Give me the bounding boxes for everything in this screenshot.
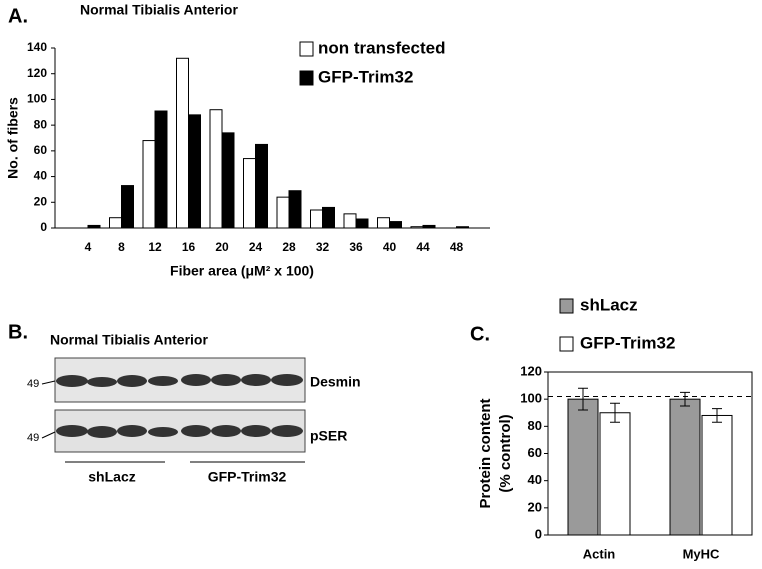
x-tick-label: 32 bbox=[316, 240, 330, 254]
x-tick-label: MyHC bbox=[683, 546, 720, 561]
bar bbox=[389, 221, 402, 229]
bar bbox=[255, 143, 268, 229]
bar bbox=[701, 414, 733, 536]
bar bbox=[456, 226, 469, 229]
y-tick-label: 20 bbox=[34, 194, 48, 208]
error-bar bbox=[680, 391, 690, 407]
legend-label: shLacz bbox=[580, 295, 638, 314]
legend-label: GFP-Trim32 bbox=[318, 67, 413, 86]
panel-label: B. bbox=[8, 321, 28, 343]
x-tick-label: 8 bbox=[118, 240, 125, 254]
y-tick-label: 80 bbox=[528, 418, 542, 433]
y-tick-label: 0 bbox=[40, 220, 47, 234]
y-tick-label: 100 bbox=[520, 391, 542, 406]
blot-row-label: Desmin bbox=[310, 374, 361, 390]
legend-swatch bbox=[559, 298, 574, 314]
x-tick-label: Actin bbox=[583, 546, 616, 561]
x-tick-label: 28 bbox=[282, 240, 296, 254]
legend-swatch bbox=[299, 41, 314, 57]
bar bbox=[669, 398, 701, 536]
chart-title: Normal Tibialis Anterior bbox=[80, 2, 238, 18]
group-label: shLacz bbox=[88, 469, 135, 485]
y-axis-label: Protein content bbox=[477, 398, 494, 508]
bar bbox=[410, 226, 424, 229]
marker-tick bbox=[41, 431, 56, 439]
blot-bands bbox=[56, 374, 303, 438]
bar bbox=[288, 190, 302, 229]
x-tick-label: 40 bbox=[383, 240, 397, 254]
marker-label: 49 bbox=[27, 432, 39, 444]
bar bbox=[377, 217, 390, 229]
blot-row-label: pSER bbox=[310, 428, 347, 444]
blot-title: Normal Tibialis Anterior bbox=[50, 332, 208, 348]
bar bbox=[221, 132, 235, 229]
y-tick-label: 60 bbox=[528, 445, 542, 460]
error-bar bbox=[712, 408, 722, 423]
legend-swatch bbox=[559, 336, 574, 352]
marker-label: 49 bbox=[27, 378, 39, 390]
y-tick-label: 120 bbox=[27, 66, 47, 80]
y-tick-label: 120 bbox=[520, 363, 542, 378]
y-tick-label: 100 bbox=[27, 92, 47, 106]
x-tick-label: 36 bbox=[349, 240, 363, 254]
legend-swatch bbox=[299, 70, 314, 86]
bar bbox=[109, 217, 122, 229]
x-tick-label: 12 bbox=[148, 240, 162, 254]
x-tick-label: 24 bbox=[249, 240, 263, 254]
x-axis-label: Fiber area (μM² x 100) bbox=[170, 263, 314, 279]
x-tick-label: 16 bbox=[182, 240, 196, 254]
bar bbox=[355, 218, 369, 229]
y-tick-label: 0 bbox=[535, 526, 542, 541]
legend-label: non transfected bbox=[318, 38, 446, 57]
y-tick-label: 140 bbox=[27, 40, 47, 54]
y-axis-label: No. of fibers bbox=[5, 97, 21, 179]
panel-label: A. bbox=[8, 5, 28, 27]
x-tick-label: 48 bbox=[450, 240, 464, 254]
bar bbox=[599, 412, 631, 536]
bar bbox=[142, 140, 156, 229]
bar bbox=[154, 110, 168, 229]
error-bar bbox=[610, 402, 620, 423]
x-tick-label: 44 bbox=[416, 240, 430, 254]
y-tick-label: 20 bbox=[528, 499, 542, 514]
bar bbox=[188, 114, 201, 229]
bar bbox=[343, 213, 357, 229]
bar bbox=[422, 224, 436, 229]
y-tick-label: 60 bbox=[34, 143, 48, 157]
panel-label: C. bbox=[470, 323, 490, 345]
bar bbox=[322, 206, 335, 229]
y-tick-label: 40 bbox=[34, 169, 48, 183]
y-tick-label: 80 bbox=[34, 117, 48, 131]
legend-label: GFP-Trim32 bbox=[580, 333, 675, 352]
bar bbox=[121, 185, 134, 229]
bar bbox=[243, 158, 256, 229]
marker-tick bbox=[41, 380, 56, 385]
bar bbox=[176, 57, 189, 229]
bar bbox=[87, 224, 101, 229]
bar bbox=[209, 109, 223, 229]
group-label: GFP-Trim32 bbox=[208, 469, 287, 485]
y-tick-label: 40 bbox=[528, 472, 542, 487]
error-bar bbox=[578, 387, 588, 411]
y-axis-label: (% control) bbox=[497, 414, 514, 492]
x-tick-label: 4 bbox=[85, 240, 92, 254]
bar bbox=[276, 196, 290, 229]
x-tick-label: 20 bbox=[215, 240, 229, 254]
bar bbox=[310, 209, 323, 229]
bar bbox=[567, 398, 599, 536]
